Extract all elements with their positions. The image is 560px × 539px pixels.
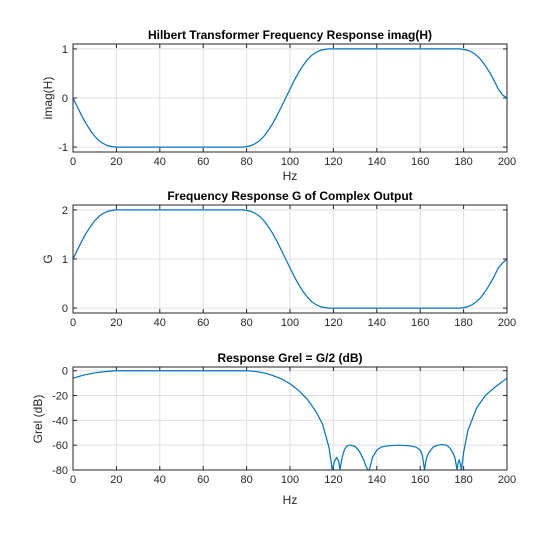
x-tick-label: 180 bbox=[454, 474, 472, 486]
y-tick-label: 2 bbox=[62, 205, 68, 217]
x-tick-label: 180 bbox=[454, 156, 472, 168]
x-tick-label: 160 bbox=[411, 474, 429, 486]
y-axis-label-2: G bbox=[41, 254, 55, 263]
panel-grel: 0 20 40 60 80 100 120 140 160 180 200-80-60-40-200… bbox=[31, 351, 516, 507]
series-line bbox=[72, 209, 508, 309]
x-tick-label: 200 bbox=[498, 317, 516, 329]
ticks-2: 0 20 40 60 80 100 120 140 160 180 200 0 1 2 bbox=[62, 205, 516, 329]
panel-g: 0 20 40 60 80 100 120 140 160 180 200 0 1 2 Frequency… bbox=[41, 189, 516, 329]
series-group-1 bbox=[72, 48, 508, 148]
series-group-2 bbox=[72, 209, 508, 309]
x-tick-label: 60 bbox=[197, 317, 209, 329]
x-tick-label: 40 bbox=[154, 474, 166, 486]
y-tick-label: -60 bbox=[52, 440, 68, 452]
x-tick-label: 20 bbox=[110, 317, 122, 329]
y-tick-label: -20 bbox=[52, 391, 68, 403]
chart-title-3: Response Grel = G/2 (dB) bbox=[217, 351, 362, 365]
chart-title-1: Hilbert Transformer Frequency Response i… bbox=[148, 28, 432, 42]
y-tick-label: -1 bbox=[58, 142, 68, 154]
x-tick-label: 120 bbox=[324, 474, 342, 486]
x-tick-label: 80 bbox=[240, 156, 252, 168]
x-tick-label: 60 bbox=[197, 474, 209, 486]
x-tick-label: 20 bbox=[110, 156, 122, 168]
panel-imag-h: 0 20 40 60 80 100 120 140 160 180 200-101 Hilbert … bbox=[41, 28, 516, 183]
x-tick-label: 0 bbox=[70, 474, 76, 486]
x-tick-label: 140 bbox=[368, 156, 386, 168]
x-tick-label: 0 bbox=[70, 156, 76, 168]
y-tick-label: -80 bbox=[52, 465, 68, 477]
x-tick-label: 80 bbox=[240, 317, 252, 329]
y-axis-label-3: Grel (dB) bbox=[31, 395, 45, 444]
chart-title-2: Frequency Response G of Complex Output bbox=[167, 189, 412, 203]
x-tick-label: 200 bbox=[498, 156, 516, 168]
x-tick-label: 40 bbox=[154, 156, 166, 168]
x-tick-label: 100 bbox=[281, 156, 299, 168]
x-tick-label: 40 bbox=[154, 317, 166, 329]
x-axis-label-1: Hz bbox=[283, 169, 298, 183]
x-tick-label: 80 bbox=[240, 474, 252, 486]
x-tick-label: 160 bbox=[411, 317, 429, 329]
ticks-3: 0 20 40 60 80 100 120 140 160 180 200 -80 -60 -40 -20 0 bbox=[52, 366, 516, 486]
x-tick-label: 100 bbox=[281, 474, 299, 486]
y-tick-label: 1 bbox=[62, 44, 68, 56]
x-tick-label: 140 bbox=[368, 317, 386, 329]
y-tick-label: -40 bbox=[52, 415, 68, 427]
x-tick-label: 160 bbox=[411, 156, 429, 168]
x-tick-label: 60 bbox=[197, 156, 209, 168]
x-tick-label: 180 bbox=[454, 317, 472, 329]
y-axis-label-1: imag(H) bbox=[41, 77, 55, 120]
x-tick-label: 120 bbox=[324, 317, 342, 329]
y-tick-label: 0 bbox=[62, 93, 68, 105]
x-tick-label: 0 bbox=[70, 317, 76, 329]
axes-frame-1 bbox=[72, 43, 508, 153]
x-tick-label: 20 bbox=[110, 474, 122, 486]
x-axis-label-3: Hz bbox=[283, 493, 298, 507]
y-tick-label: 1 bbox=[62, 254, 68, 266]
y-tick-label: 0 bbox=[62, 366, 68, 378]
ticks-1: 0 20 40 60 80 100 120 140 160 180 200-101 bbox=[58, 44, 516, 168]
axes-frame-3 bbox=[72, 366, 508, 471]
x-tick-label: 100 bbox=[281, 317, 299, 329]
y-tick-label: 0 bbox=[62, 303, 68, 315]
x-tick-label: 200 bbox=[498, 474, 516, 486]
x-tick-label: 120 bbox=[324, 156, 342, 168]
x-tick-label: 140 bbox=[368, 474, 386, 486]
series-line bbox=[72, 48, 508, 148]
axes-frame-2 bbox=[72, 204, 508, 314]
